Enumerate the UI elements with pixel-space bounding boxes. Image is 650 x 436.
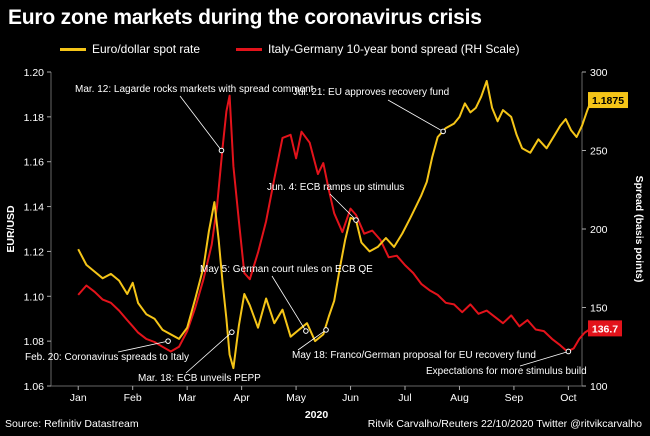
right-tick-label: 200 <box>590 224 608 236</box>
credit-note: Ritvik Carvalho/Reuters 22/10/2020 Twitt… <box>367 418 642 430</box>
chart-title: Euro zone markets during the coronavirus… <box>8 6 482 29</box>
annotation-leader <box>329 193 357 221</box>
annotation-leader <box>297 329 327 351</box>
left-tick-label: 1.12 <box>24 246 45 258</box>
annotation-leader <box>519 351 569 367</box>
annotation-marker <box>323 327 329 333</box>
end-value-label-spread: 136.7 <box>592 323 618 335</box>
x-tick-label: Jul <box>398 392 411 404</box>
legend-label-eurusd: Euro/dollar spot rate <box>92 42 201 56</box>
end-value-box-eurusd <box>588 92 628 109</box>
annotation-label: Mar. 12: Lagarde rocks markets with spre… <box>75 84 314 95</box>
legend-swatch-red <box>236 47 262 51</box>
annotation-label: Jul. 21: EU approves recovery fund <box>293 87 449 98</box>
x-tick-label: Aug <box>450 392 469 404</box>
right-tick-label: 300 <box>590 67 608 79</box>
legend-item-spread: Italy-Germany 10-year bond spread (RH Sc… <box>236 42 519 56</box>
right-tick-label: 250 <box>590 146 608 158</box>
right-axis-title: Spread (basis points) <box>633 176 645 283</box>
annotation-leader <box>185 331 233 374</box>
annotation-leader <box>387 99 444 132</box>
annotation-leader <box>179 95 222 151</box>
right-tick-label: 150 <box>590 303 608 315</box>
x-tick-label: Jun <box>342 392 359 404</box>
x-tick-label: Oct <box>560 392 576 404</box>
annotation-marker <box>353 217 359 223</box>
x-tick-label: Mar <box>178 392 197 404</box>
annotation-marker <box>229 329 235 335</box>
annotation-marker <box>303 328 309 334</box>
x-axis-title: 2020 <box>305 409 329 421</box>
left-tick-label: 1.08 <box>24 336 45 348</box>
annotation-marker <box>218 147 225 154</box>
left-tick-label: 1.10 <box>24 291 45 303</box>
source-note: Source: Refinitiv Datastream <box>5 418 139 430</box>
end-value-label-eurusd: 1.1875 <box>592 95 624 107</box>
x-tick-label: Apr <box>233 392 250 404</box>
left-tick-label: 1.16 <box>24 157 45 169</box>
legend-label-spread: Italy-Germany 10-year bond spread (RH Sc… <box>268 42 520 56</box>
series-line-bond-spread <box>77 94 592 353</box>
x-tick-label: Jan <box>70 392 87 404</box>
left-tick-label: 1.14 <box>24 202 45 214</box>
legend-item-eurusd: Euro/dollar spot rate <box>60 42 200 56</box>
end-value-box-spread <box>588 320 622 337</box>
right-tick-label: 100 <box>590 381 608 393</box>
annotation-marker <box>565 348 572 355</box>
x-tick-label: Feb <box>124 392 142 404</box>
annotation-label: Jun. 4: ECB ramps up stimulus <box>267 182 404 193</box>
annotation-marker <box>165 338 171 344</box>
annotation-label: May 5: German court rules on ECB QE <box>200 264 373 275</box>
annotation-label: Expectations for more stimulus build <box>426 366 587 377</box>
annotation-label: May 18: Franco/German proposal for EU re… <box>292 350 536 361</box>
left-axis-title: EUR/USD <box>5 205 17 253</box>
annotation-label: Mar. 18: ECB unveils PEPP <box>138 373 261 384</box>
left-tick-label: 1.20 <box>24 67 45 79</box>
left-tick-label: 1.18 <box>24 112 45 124</box>
x-tick-label: Sep <box>505 392 524 404</box>
annotation-marker <box>440 128 446 135</box>
left-tick-label: 1.06 <box>24 381 45 393</box>
annotation-leader <box>117 340 169 353</box>
x-tick-label: May <box>286 392 307 404</box>
annotation-label: Feb. 20: Coronavirus spreads to Italy <box>25 352 189 363</box>
series-line-eurusd <box>77 80 593 370</box>
annotation-leader <box>271 275 307 332</box>
legend-swatch-yellow <box>60 47 86 51</box>
